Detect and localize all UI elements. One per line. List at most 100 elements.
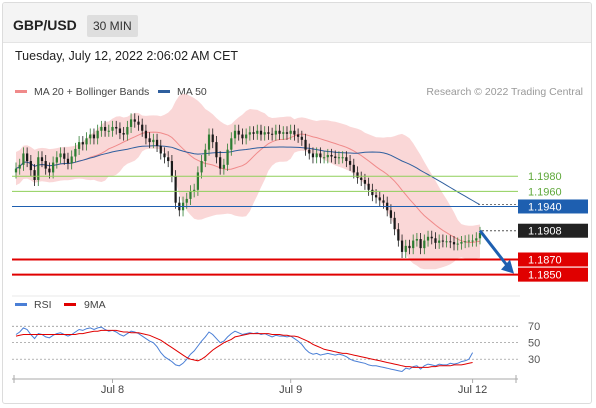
candle-body [215,142,218,158]
candle-body [389,210,393,218]
candle-body [115,126,118,129]
timeframe-badge[interactable]: 30 MIN [87,15,138,37]
candle-body [18,164,21,169]
rsi-tick-label: 70 [528,321,540,333]
candle-body [456,243,459,245]
candle-body [59,153,62,158]
candle-body [122,133,125,135]
candle-body [170,161,174,177]
pivot-label-box [518,199,588,214]
candle-body [152,139,155,143]
candle-body [271,133,274,135]
candle-body [33,170,36,180]
candle-body [256,130,259,134]
candle-body [449,241,452,243]
candle-body [22,153,25,165]
candle-body [438,240,441,243]
candle-body [278,130,281,134]
candle-body [237,130,240,135]
candle-body [89,134,92,139]
candle-body [363,179,367,184]
candle-body [219,157,222,169]
resistance-label: 1.1980 [528,171,562,183]
candle-body [467,240,470,242]
candle-body [319,153,322,158]
candle-body [445,241,448,243]
candle-body [81,142,84,145]
candle-body [478,232,482,239]
candle-body [233,130,237,139]
candle-body [92,134,96,139]
candle-body [300,136,303,140]
candle-body [460,242,463,244]
support-label: 1.1870 [528,254,562,266]
legend-swatch-ma20 [15,90,27,93]
candle-body [285,132,289,134]
candle-body [360,177,363,180]
candle-body [311,153,315,158]
legend-swatch-ma50 [158,90,170,93]
candle-body [189,191,192,199]
candle-body [155,139,159,146]
candle-body [430,236,433,239]
rsi-tick-label: 30 [528,354,540,366]
candle-body [133,119,136,122]
rsi-tick-label: 50 [528,338,540,350]
candle-body [330,154,333,157]
support-label: 1.1850 [528,270,562,282]
research-credit: Research © 2022 Trading Central [426,86,583,98]
forecast-arrow-shaft [478,229,510,268]
candle-body [55,157,58,163]
candle-body [159,145,162,154]
candle-body [434,238,437,243]
candle-body [141,124,144,131]
candle-body [248,132,251,135]
candle-body [423,240,426,249]
support-label-box [518,267,588,282]
candle-body [44,161,47,169]
candle-body [397,229,400,241]
bollinger-band [16,93,480,270]
candle-body [245,134,248,139]
candle-body [304,139,307,150]
candle-body [408,245,411,249]
candle-body [293,130,296,135]
chart-header: GBP/USD 30 MIN [3,3,591,43]
candle-body [341,157,344,159]
candle-body [103,126,107,131]
candle-body [129,119,133,127]
candle-body [70,156,73,164]
current-price-box [518,223,588,238]
candle-body [196,172,200,190]
candle-body [441,240,444,242]
candle-body [464,241,467,243]
candle-body [241,134,244,139]
candle-body [29,161,32,171]
candle-body [252,132,255,134]
candle-body [26,153,29,162]
candle-body [393,217,396,230]
candle-body [274,130,277,135]
legend-swatch-rsi [15,303,27,306]
candle-body [452,242,456,245]
candle-body [107,130,110,132]
candle-body [193,189,196,192]
candle-body [419,239,422,249]
rsi-line [15,326,474,373]
candle-body [100,126,103,131]
candle-body [111,126,114,131]
candle-body [85,138,88,145]
candle-body [348,161,352,165]
candle-body [404,245,407,252]
candle-body [163,153,166,158]
candle-body [267,132,270,134]
legend-rsi-label: RSI [34,299,52,311]
currency-pair-title: GBP/USD [13,17,77,33]
candle-body [378,197,381,201]
candle-body [289,130,292,134]
candle-body [296,134,300,137]
candle-body [382,200,385,203]
candle-body [185,198,188,203]
candle-body [63,153,66,159]
